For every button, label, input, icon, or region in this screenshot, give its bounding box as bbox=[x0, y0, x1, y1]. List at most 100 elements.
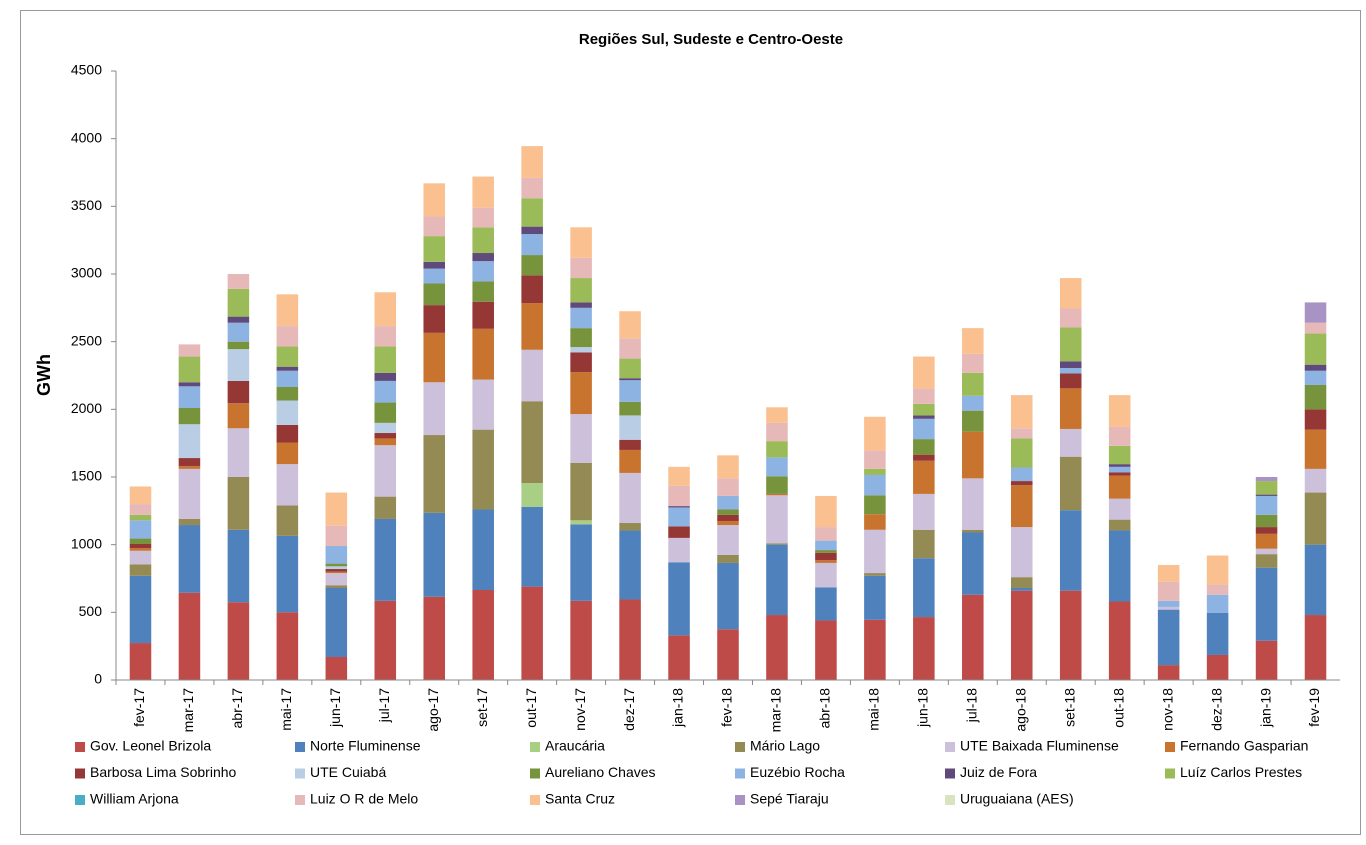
bar-segment bbox=[423, 216, 446, 237]
bar-segment bbox=[374, 380, 397, 403]
bar-segment bbox=[570, 302, 592, 308]
bar-segment bbox=[962, 328, 984, 354]
bar-segment bbox=[766, 476, 788, 494]
bar-segment bbox=[1059, 388, 1082, 429]
bar-segment bbox=[374, 402, 397, 423]
legend-swatch bbox=[735, 768, 745, 779]
bar-segment bbox=[619, 599, 641, 680]
bar-segment bbox=[619, 338, 641, 359]
bar-segment bbox=[1010, 590, 1033, 680]
x-tick-label: jan-19 bbox=[1257, 688, 1273, 728]
bar-segment bbox=[227, 403, 250, 429]
bar-segment bbox=[521, 349, 543, 402]
bar-segment bbox=[1157, 564, 1180, 582]
legend-swatch bbox=[945, 768, 955, 779]
y-tick-label: 4000 bbox=[71, 129, 102, 145]
x-tick-label: out-18 bbox=[1110, 688, 1126, 728]
bar-segment bbox=[472, 379, 494, 430]
bar-segment bbox=[521, 303, 543, 350]
bar-segment bbox=[962, 594, 984, 680]
bar-segment bbox=[178, 407, 201, 425]
bar-segment bbox=[374, 346, 397, 373]
bar-segment bbox=[864, 575, 886, 620]
bar-segment bbox=[962, 353, 984, 373]
x-tick-label: out-17 bbox=[523, 688, 539, 728]
y-tick-label: 2500 bbox=[71, 332, 102, 348]
x-tick-label: mai-18 bbox=[866, 688, 882, 731]
x-tick-label: mai-17 bbox=[278, 688, 294, 731]
bar-segment bbox=[276, 346, 299, 367]
bar-segment bbox=[766, 441, 788, 458]
legend-swatch bbox=[295, 742, 305, 752]
bar-segment bbox=[1255, 533, 1278, 549]
bar-segment bbox=[1108, 472, 1131, 476]
bar-segment bbox=[717, 495, 739, 510]
bar-segment bbox=[423, 512, 446, 597]
legend-label: Juiz de Fora bbox=[960, 764, 1037, 780]
y-tick-label: 1000 bbox=[71, 535, 102, 551]
bar-segment bbox=[1304, 370, 1327, 385]
bar-segment bbox=[1108, 519, 1131, 531]
bar-segment bbox=[325, 571, 348, 574]
bar-segment bbox=[619, 449, 641, 473]
bar-segment bbox=[276, 400, 299, 425]
bar-segment bbox=[1059, 456, 1082, 511]
bar-segment bbox=[423, 236, 446, 262]
bar-segment bbox=[374, 518, 397, 601]
bar-segment bbox=[815, 560, 837, 563]
bar-segment bbox=[668, 507, 690, 527]
bar-segment bbox=[1255, 527, 1278, 534]
bar-segment bbox=[227, 288, 250, 317]
bar-segment bbox=[472, 261, 494, 282]
bar-segment bbox=[1304, 429, 1327, 469]
bar-segment bbox=[276, 505, 299, 536]
bar-segment bbox=[1157, 581, 1180, 601]
bar-segment bbox=[1010, 577, 1033, 588]
bar-segment bbox=[521, 401, 543, 484]
bar-segment bbox=[1010, 587, 1033, 591]
bar-segment bbox=[668, 537, 690, 563]
bar-segment bbox=[864, 529, 886, 574]
bar-segment bbox=[521, 226, 543, 235]
bar-segment bbox=[668, 485, 690, 507]
bar-segment bbox=[864, 514, 886, 530]
x-tick-label: abr-18 bbox=[817, 688, 833, 729]
bar-segment bbox=[815, 552, 837, 561]
bar-segment bbox=[1157, 606, 1180, 610]
bar-segment bbox=[815, 495, 837, 528]
x-tick-label: set-17 bbox=[474, 688, 490, 727]
legend-label: Norte Fluminense bbox=[310, 738, 421, 754]
bar-segment bbox=[1108, 445, 1131, 465]
legend-label: Gov. Leonel Brizola bbox=[90, 738, 211, 754]
x-tick-label: jan-18 bbox=[670, 688, 686, 728]
bar-segment bbox=[766, 543, 788, 545]
bar-segment bbox=[423, 183, 446, 217]
x-tick-label: ago-17 bbox=[425, 688, 441, 732]
bar-segment bbox=[423, 382, 446, 436]
x-tick-label: set-18 bbox=[1061, 688, 1077, 727]
bar-segment bbox=[129, 543, 152, 549]
bar-segment bbox=[1108, 475, 1131, 499]
bar-segment bbox=[668, 562, 690, 636]
bar-segment bbox=[1059, 510, 1082, 591]
bar-segment bbox=[227, 341, 250, 350]
bar-segment bbox=[717, 525, 739, 555]
bar-segment bbox=[619, 378, 641, 381]
bar-segment bbox=[766, 495, 788, 544]
bar-segment bbox=[178, 518, 201, 526]
bar-segment bbox=[325, 563, 348, 567]
bar-segment bbox=[325, 566, 348, 570]
bar-segment bbox=[815, 540, 837, 551]
bar-segment bbox=[521, 177, 543, 199]
legend-label: Uruguaiana (AES) bbox=[960, 791, 1074, 807]
x-tick-label: fev-18 bbox=[719, 688, 735, 727]
bar-segment bbox=[521, 506, 543, 587]
bar-segment bbox=[717, 509, 739, 515]
y-tick-label: 0 bbox=[94, 671, 102, 687]
bar-segment bbox=[521, 234, 543, 256]
x-tick-label: jul-18 bbox=[964, 688, 980, 723]
bar-segment bbox=[472, 207, 494, 228]
bar-segment bbox=[129, 550, 152, 565]
chart-title: Regiões Sul, Sudeste e Centro-Oeste bbox=[579, 31, 843, 48]
legend-swatch bbox=[1165, 768, 1175, 779]
